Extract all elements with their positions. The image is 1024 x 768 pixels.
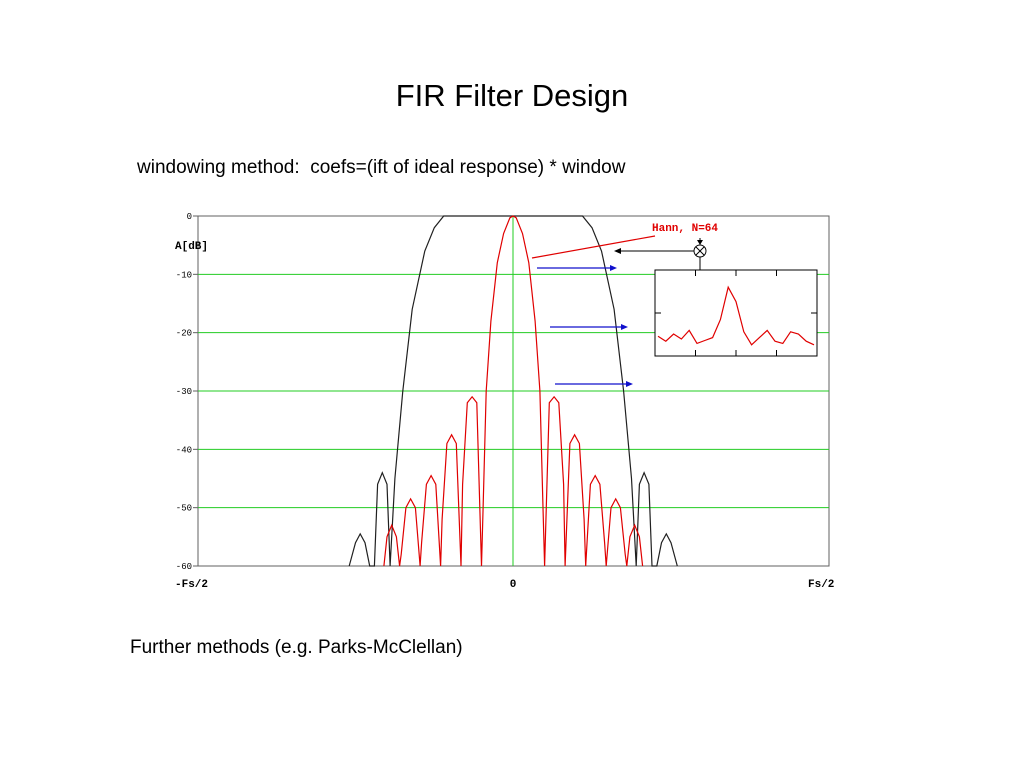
slide-title: FIR Filter Design xyxy=(395,78,629,113)
annotation-layer: Hann, N=64 xyxy=(531,223,818,387)
transition-width-arrowhead xyxy=(626,381,633,387)
y-tick-label: -30 xyxy=(176,387,192,397)
hann-label-leader xyxy=(531,235,656,259)
x-tick-label: -Fs/2 xyxy=(175,579,208,591)
grid-layer xyxy=(198,216,829,566)
transition-width-arrowhead xyxy=(610,265,617,271)
y-tick-label: -40 xyxy=(176,445,192,455)
tick-layer: 0 -10 -20 -30 -40 -50 -60 A[dB] -Fs/2 0 Fs/2 xyxy=(175,212,834,591)
x-tick-label: 0 xyxy=(510,579,517,591)
inset-curve xyxy=(657,285,815,346)
inset-frame xyxy=(654,269,818,357)
x-tick-label: Fs/2 xyxy=(808,579,834,591)
hann-annotation-label: Hann, N=64 xyxy=(652,223,718,235)
y-tick-label: -50 xyxy=(176,504,192,514)
y-tick-label: -20 xyxy=(176,329,192,339)
further-methods-text: Further methods (e.g. Parks-McClellan) xyxy=(130,637,463,658)
connector-arrowhead xyxy=(697,240,703,245)
y-axis-label: A[dB] xyxy=(175,241,208,253)
curve-arrowhead xyxy=(614,248,621,254)
y-tick-label: -10 xyxy=(176,270,192,280)
slide-subtitle: windowing method: coefs=(ift of ideal re… xyxy=(137,157,626,178)
transition-width-arrowhead xyxy=(621,324,628,330)
series-hann-window xyxy=(383,215,644,567)
y-tick-label: 0 xyxy=(187,212,192,222)
curve-layer xyxy=(348,215,678,567)
y-tick-label: -60 xyxy=(176,562,192,572)
multiply-symbol-stroke xyxy=(695,246,705,256)
